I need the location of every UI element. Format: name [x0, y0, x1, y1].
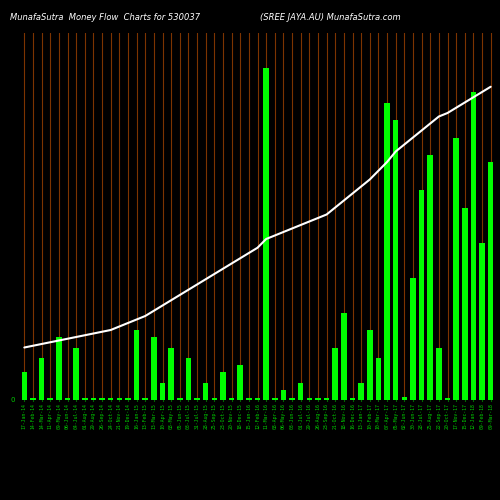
- Bar: [402, 396, 407, 400]
- Bar: [419, 190, 424, 400]
- Bar: [125, 398, 131, 400]
- Bar: [444, 398, 450, 400]
- Bar: [428, 155, 433, 400]
- Bar: [74, 348, 79, 400]
- Bar: [246, 398, 252, 400]
- Bar: [332, 348, 338, 400]
- Bar: [194, 398, 200, 400]
- Bar: [264, 68, 269, 400]
- Bar: [177, 398, 182, 400]
- Bar: [116, 398, 122, 400]
- Bar: [350, 398, 356, 400]
- Bar: [462, 208, 468, 400]
- Bar: [298, 382, 304, 400]
- Bar: [151, 337, 156, 400]
- Bar: [306, 398, 312, 400]
- Bar: [56, 337, 62, 400]
- Bar: [99, 398, 105, 400]
- Bar: [367, 330, 372, 400]
- Bar: [315, 398, 321, 400]
- Bar: [22, 372, 27, 400]
- Bar: [436, 348, 442, 400]
- Bar: [220, 372, 226, 400]
- Bar: [168, 348, 174, 400]
- Bar: [324, 398, 330, 400]
- Bar: [384, 102, 390, 400]
- Bar: [488, 162, 494, 400]
- Bar: [82, 398, 87, 400]
- Bar: [376, 358, 381, 400]
- Bar: [454, 138, 459, 400]
- Bar: [108, 398, 114, 400]
- Bar: [160, 382, 166, 400]
- Bar: [410, 278, 416, 400]
- Bar: [479, 242, 485, 400]
- Bar: [203, 382, 208, 400]
- Bar: [280, 390, 286, 400]
- Bar: [212, 398, 217, 400]
- Bar: [254, 398, 260, 400]
- Text: (SREE JAYA.AU) MunafaSutra.com: (SREE JAYA.AU) MunafaSutra.com: [260, 12, 400, 22]
- Bar: [64, 398, 70, 400]
- Bar: [229, 398, 234, 400]
- Bar: [358, 382, 364, 400]
- Bar: [134, 330, 140, 400]
- Text: MunafaSutra  Money Flow  Charts for 530037: MunafaSutra Money Flow Charts for 530037: [10, 12, 200, 22]
- Bar: [341, 312, 346, 400]
- Bar: [142, 398, 148, 400]
- Bar: [39, 358, 44, 400]
- Bar: [30, 398, 36, 400]
- Bar: [289, 398, 295, 400]
- Bar: [393, 120, 398, 400]
- Bar: [272, 398, 278, 400]
- Bar: [238, 365, 243, 400]
- Bar: [186, 358, 191, 400]
- Bar: [470, 92, 476, 400]
- Bar: [48, 398, 53, 400]
- Bar: [90, 398, 96, 400]
